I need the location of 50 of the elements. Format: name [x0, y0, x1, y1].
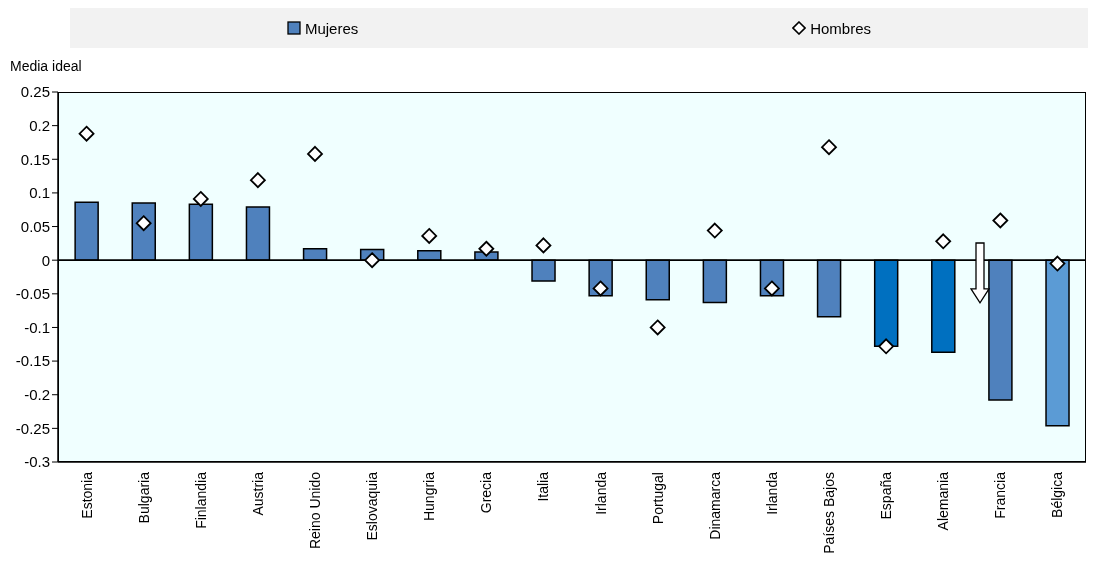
point	[364, 252, 381, 269]
x-tick-label: Eslovaquia	[364, 471, 381, 541]
x-tick-label: Reino Unido	[307, 471, 323, 550]
point	[592, 280, 609, 297]
x-tick-label: Finlandia	[192, 471, 209, 529]
x-tick-label: Alemania	[935, 471, 952, 531]
point	[78, 125, 95, 142]
x-tick-label: Irlanda	[592, 471, 609, 515]
x-tick-label: Irlanda	[763, 471, 780, 515]
point	[249, 172, 266, 189]
y-tick-label: 0.1	[29, 184, 50, 202]
point	[878, 338, 895, 355]
y-tick-label: 0.05	[20, 217, 50, 235]
y-axis-title: Media ideal	[9, 57, 83, 76]
point	[478, 240, 495, 257]
y-tick-label: -0.2	[24, 386, 50, 404]
legend-label: Hombres	[809, 19, 872, 37]
y-tick-label: -0.1	[24, 318, 50, 336]
point	[935, 233, 952, 250]
x-tick-label: Estonia	[78, 471, 95, 519]
x-tick-label: Bulgaria	[135, 471, 152, 524]
point	[706, 222, 723, 239]
y-tick-label: -0.15	[15, 352, 50, 370]
x-tick-label: Italia	[535, 471, 552, 502]
y-tick-label: 0	[41, 251, 50, 269]
y-tick-label: 0.15	[20, 150, 50, 168]
point	[649, 319, 666, 336]
x-tick-label: Grecia	[478, 471, 495, 514]
x-tick-label: España	[878, 471, 895, 520]
x-tick-label: Portugal	[649, 472, 666, 525]
y-tick-label: -0.05	[15, 285, 50, 303]
y-tick-label: -0.25	[15, 419, 50, 437]
legend-label: Mujeres	[303, 19, 359, 37]
point	[1049, 255, 1066, 272]
y-tick-label: 0.2	[29, 116, 50, 134]
x-tick-label: Francia	[992, 471, 1009, 519]
x-tick-label: Países Bajos	[821, 472, 837, 554]
point	[421, 228, 438, 244]
point	[192, 191, 209, 207]
y-tick-label: -0.3	[24, 453, 50, 471]
point	[535, 237, 552, 254]
y-tick-label: 0.25	[20, 83, 50, 101]
x-tick-label: Hungria	[421, 471, 438, 522]
point	[992, 212, 1009, 229]
x-tick-label: Austria	[249, 471, 266, 516]
x-tick-label: Dinamarca	[706, 471, 723, 540]
x-tick-label: Bélgica	[1049, 471, 1066, 518]
point	[307, 145, 323, 162]
point	[763, 280, 780, 297]
point	[821, 139, 837, 156]
